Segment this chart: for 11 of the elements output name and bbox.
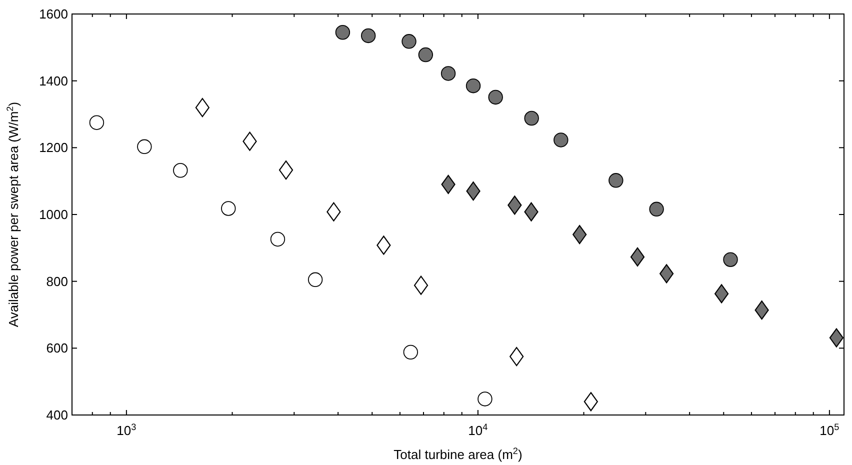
y-tick-label: 1000 [39,207,68,222]
y-tick-label: 1200 [39,140,68,156]
y-tick-label: 1400 [39,73,68,88]
y-tick-label: 1600 [39,6,68,22]
x-tick-label: 10$^{3}$ [116,422,136,438]
y-tick-label: 600 [46,340,68,356]
y-tick-label: 800 [46,274,68,289]
x-axis-title: Total turbine area (m$^{2}$) [394,446,522,462]
y-tick-label: 400 [46,408,68,423]
x-tick-label: 10$^{4}$ [468,422,488,438]
x-tick-label: 10$^{5}$ [820,422,840,438]
